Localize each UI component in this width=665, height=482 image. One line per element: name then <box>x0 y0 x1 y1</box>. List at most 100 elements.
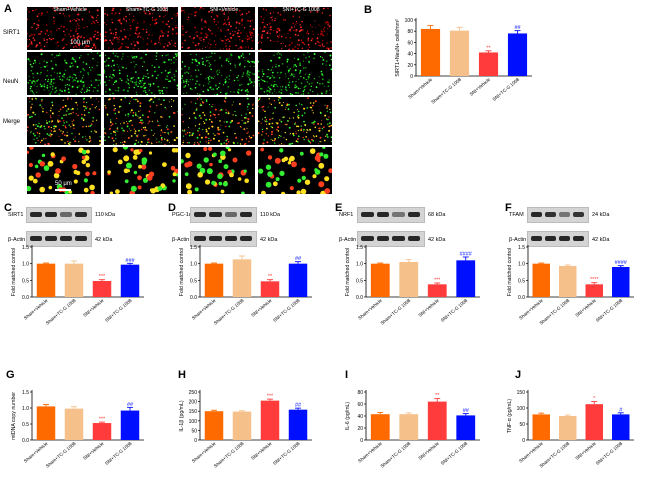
x-tick-label: SNI+TC-G 1008 <box>104 441 133 466</box>
blot-band <box>573 236 584 241</box>
y-axis-label: Fold matched control <box>507 248 513 296</box>
scale-bar-label-50: 50 μm <box>55 181 72 187</box>
y-axis-label: Fold matched control <box>11 248 17 296</box>
blot-protein-kda-4: 24 kDa <box>592 212 610 218</box>
significance-mark: ** <box>268 274 273 280</box>
blot-protein-kda-1: 110 kDa <box>95 212 116 218</box>
blot-band <box>559 212 570 217</box>
blot-band <box>545 212 556 217</box>
panel-label-h: H <box>178 369 186 381</box>
significance-mark: *** <box>99 417 106 423</box>
bar-4 <box>288 263 308 297</box>
x-tick-label: Sham+TC-G 1008 <box>430 77 462 105</box>
bar-1 <box>204 263 224 297</box>
micrograph-merge-1 <box>27 97 101 145</box>
bar-1 <box>370 263 390 297</box>
x-tick-label: SNI+Vehicle <box>469 77 492 97</box>
y-tick-label: 40 <box>407 52 413 58</box>
panel-label-c: C <box>4 202 12 214</box>
y-tick-label: 200 <box>189 400 198 406</box>
y-tick-label: 1.5 <box>22 390 29 396</box>
bar-1 <box>420 28 441 76</box>
col-label-sham-vehicle: Sham+Vehicle <box>53 7 87 13</box>
bar-1 <box>532 263 550 297</box>
row-label-merge: Merge <box>3 119 21 125</box>
chart-h: H 0 50 100 150 200 250 IL-1β (pg/mL) Sham+Vehicl… <box>178 369 312 469</box>
y-tick-label: 80 <box>357 390 363 396</box>
scale-bar-label-100: 100 μm <box>70 40 91 46</box>
significance-mark: #### <box>460 252 473 258</box>
blot-band <box>531 236 542 241</box>
y-axis-label: SIRT1+NeuN+ cells/mm² <box>395 19 401 77</box>
x-tick-label: Sham+TC-G 1008 <box>539 298 571 326</box>
micrograph-sirt1-4 <box>258 7 332 50</box>
micrograph-merge-4 <box>258 97 332 145</box>
significance-mark: ## <box>127 402 134 408</box>
micrograph-neun-2 <box>104 52 178 95</box>
blot-band <box>392 212 405 217</box>
panel-label-j: J <box>515 369 521 381</box>
blot-band <box>60 236 72 241</box>
micrograph-neun-1 <box>27 52 101 95</box>
y-tick-label: 0.0 <box>518 295 525 301</box>
significance-mark: # <box>619 407 623 413</box>
significance-mark: * <box>593 396 596 402</box>
blot-band <box>361 212 374 217</box>
blot-protein-band-2 <box>190 207 257 223</box>
blot-band <box>194 236 207 241</box>
significance-mark: ## <box>295 403 302 409</box>
significance-mark: *** <box>434 278 441 284</box>
panel-label-d: D <box>168 202 176 214</box>
y-tick-label: 60 <box>357 402 363 408</box>
bar-3 <box>427 284 447 297</box>
micrograph-sirt1-3 <box>181 7 255 50</box>
y-tick-label: 0.0 <box>190 295 197 301</box>
significance-mark: **** <box>590 277 599 283</box>
micrograph-merge-2 <box>104 97 178 145</box>
y-tick-label: 1.0 <box>22 406 29 412</box>
blot-band <box>224 236 237 241</box>
scale-bar-100 <box>70 49 92 51</box>
x-tick-label: Sham+Vehicle <box>518 441 544 464</box>
y-tick-label: 0.5 <box>190 278 197 284</box>
y-axis-label: Fold matched control <box>179 248 185 296</box>
y-tick-label: 150 <box>517 390 526 396</box>
y-tick-label: 0 <box>360 438 363 444</box>
bar-2 <box>449 30 470 76</box>
blot-actin-band-4 <box>527 231 589 247</box>
bar-1 <box>36 263 56 297</box>
x-tick-label: SNI+Vehicle <box>417 298 440 318</box>
panel-label-b: B <box>364 4 372 16</box>
x-tick-label: SNI+TC-G 1008 <box>440 441 469 466</box>
blot-band <box>392 236 405 241</box>
y-tick-label: 0 <box>522 438 525 444</box>
bar-2 <box>399 414 419 440</box>
y-tick-label: 100 <box>405 18 414 24</box>
y-tick-label: 0.5 <box>356 278 363 284</box>
significance-mark: ** <box>486 45 491 51</box>
micrograph-merge-zoom-4 <box>258 147 332 194</box>
x-tick-label: Sham+Vehicle <box>407 77 433 100</box>
x-tick-label: SNI+Vehicle <box>574 441 597 461</box>
micrograph-merge-3 <box>181 97 255 145</box>
bar-1 <box>204 411 224 440</box>
blot-protein-band-4 <box>527 207 589 223</box>
row-label-neun: NeuN <box>3 79 19 85</box>
y-axis-label: mtDNA copy number <box>11 392 17 440</box>
blot-actin-band-3 <box>357 231 425 247</box>
bar-1 <box>532 414 550 440</box>
x-tick-label: Sham+TC-G 1008 <box>380 441 412 469</box>
x-tick-label: Sham+TC-G 1008 <box>213 441 245 469</box>
x-tick-label: Sham+Vehicle <box>191 441 217 464</box>
x-tick-label: SNI+TC-G 1008 <box>440 298 469 323</box>
significance-mark: *** <box>99 274 106 280</box>
bar-4 <box>612 267 630 297</box>
bar-4 <box>612 414 630 440</box>
bar-2 <box>559 266 577 297</box>
bar-3 <box>92 281 112 297</box>
bar-3 <box>92 423 112 440</box>
y-tick-label: 1.0 <box>190 262 197 268</box>
y-tick-label: 0.0 <box>22 438 29 444</box>
chart-b: B 0 20 40 60 80 100 SIRT1+NeuN+ cells/mm² Sham+V… <box>364 4 532 105</box>
micrograph-merge-zoom-2 <box>104 147 178 194</box>
